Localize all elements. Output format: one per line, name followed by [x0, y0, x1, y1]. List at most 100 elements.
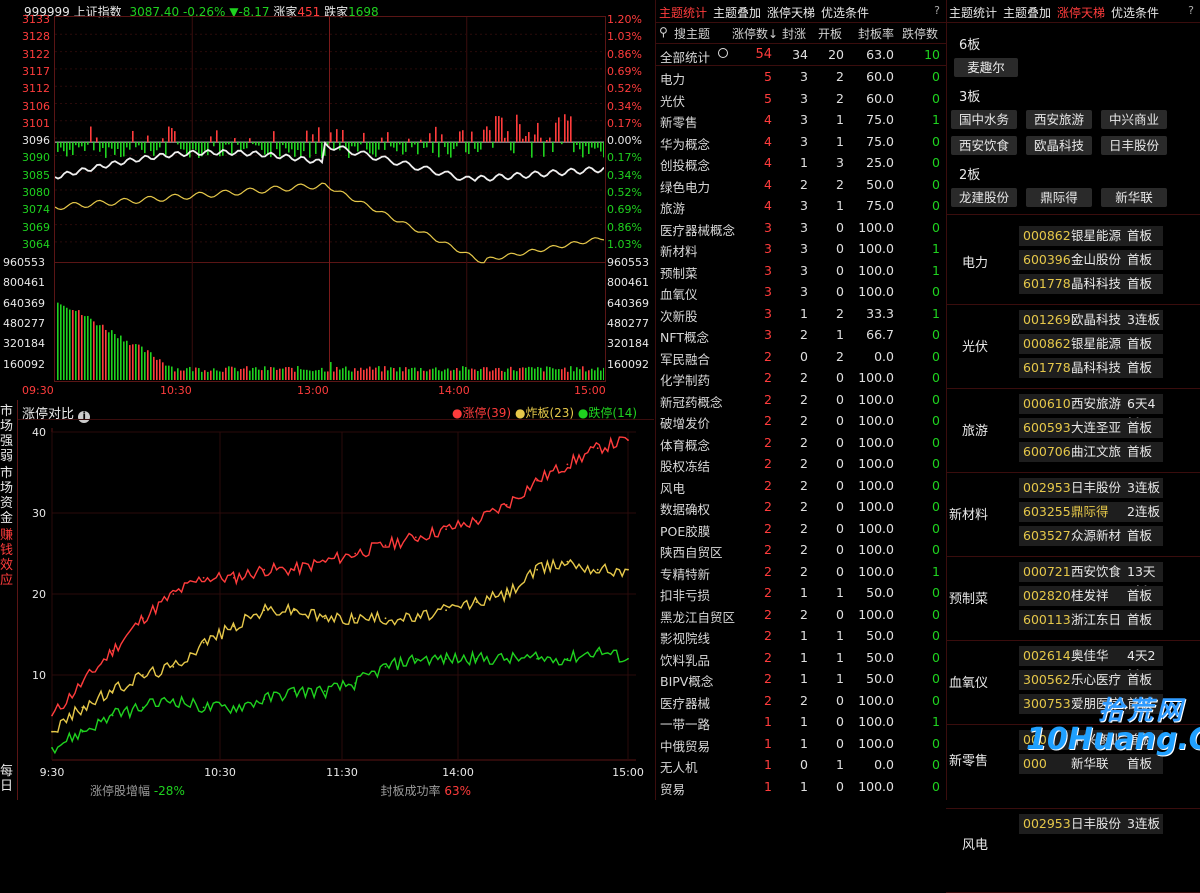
tab-theme-stats-2[interactable]: 主题统计 — [949, 6, 998, 20]
ladder-stock-row[interactable]: 601778 晶科科技 首板 — [1019, 274, 1163, 294]
table-row[interactable]: 华为概念 4 3 1 75.0 0 — [656, 131, 946, 153]
tab-market-funds[interactable]: 市场资金 — [0, 466, 14, 526]
seal-rate: 100.0 — [858, 413, 894, 428]
ladder-stock-button[interactable]: 日丰股份 — [1101, 136, 1167, 155]
ladder-stock-row[interactable]: 000862 银星能源 首板 — [1019, 226, 1163, 246]
ladder-stock-row[interactable]: 600113 浙江东日 首板 — [1019, 610, 1163, 630]
tab-preferred-conditions-2[interactable]: 优选条件 — [1111, 6, 1160, 20]
search-theme-label[interactable]: 搜主题 — [674, 27, 711, 41]
table-row[interactable]: 医疗器械概念 3 3 0 100.0 0 — [656, 217, 946, 239]
index-intraday-chart[interactable] — [55, 17, 604, 380]
table-row[interactable]: 电力 5 3 2 60.0 0 — [656, 66, 946, 88]
ladder-stock-button[interactable]: 新华联 — [1101, 188, 1167, 207]
ladder-stock-row[interactable]: 002614奥佳华4天2板 — [1019, 646, 1163, 683]
tab-theme-overlay[interactable]: 主题叠加 — [713, 6, 762, 20]
tab-limit-ladder-2[interactable]: 涨停天梯 — [1057, 6, 1106, 20]
ladder-stock-row[interactable]: 000 新华联 首板 — [1019, 754, 1163, 774]
ladder-stock-button[interactable]: 中兴商业 — [1101, 110, 1167, 129]
ladder-stock-button[interactable]: 西安饮食 — [951, 136, 1017, 155]
table-row[interactable]: 扣非亏损 2 1 1 50.0 0 — [656, 582, 946, 604]
ladder-stock-row[interactable]: 603255 鼎际得 2连板 — [1019, 502, 1163, 522]
ladder-stock-row[interactable]: 603527 众源新材 首板 — [1019, 526, 1163, 546]
limit-comparison-chart[interactable]: 10 20 30 40 9:30 10:30 11:30 14:00 15:00 — [18, 420, 652, 800]
volume-bar — [246, 366, 248, 380]
volume-bar — [282, 368, 284, 380]
ladder-stock-button[interactable]: 西安旅游 — [1026, 110, 1092, 129]
ladder-stock-row[interactable]: 300562 乐心医疗 首板 — [1019, 670, 1163, 690]
index-name[interactable]: 上证指数 — [73, 5, 122, 19]
table-row[interactable]: 医疗器械 2 2 0 100.0 0 — [656, 690, 946, 712]
breadth-bar — [105, 142, 107, 158]
table-row[interactable]: 新冠药概念 2 2 0 100.0 0 — [656, 389, 946, 411]
table-row[interactable]: BIPV概念 2 1 1 50.0 0 — [656, 668, 946, 690]
ladder-stock-row[interactable]: 600396 金山股份 首板 — [1019, 250, 1163, 270]
search-icon[interactable]: ⚲ — [659, 25, 668, 39]
col-opened[interactable]: 开板 — [818, 27, 843, 41]
table-row[interactable]: 新材料 3 3 0 100.0 1 — [656, 238, 946, 260]
table-row[interactable]: 中俄贸易 1 1 0 100.0 0 — [656, 733, 946, 755]
breadth-bar — [384, 142, 386, 150]
ladder-stock-row[interactable]: 600593 大连圣亚 首板 — [1019, 418, 1163, 438]
volume-bar — [108, 332, 110, 380]
breadth-bar — [477, 142, 479, 153]
col-limit-up[interactable]: 涨停数↓ — [732, 27, 779, 41]
ladder-stock-row[interactable]: 000862 银星能源 首板 — [1019, 334, 1163, 354]
help-icon[interactable]: ? — [934, 4, 940, 17]
table-row[interactable]: 光伏 5 3 2 60.0 0 — [656, 88, 946, 110]
tab-profit-effect[interactable]: 赚钱效应 — [0, 528, 14, 588]
ladder-stock-row[interactable]: 002953 日丰股份 3连板 — [1019, 814, 1163, 834]
table-row[interactable]: 数据确权 2 2 0 100.0 0 — [656, 496, 946, 518]
tab-theme-overlay-2[interactable]: 主题叠加 — [1003, 6, 1052, 20]
table-row[interactable]: 体育概念 2 2 0 100.0 0 — [656, 432, 946, 454]
table-row[interactable]: 风电 2 2 0 100.0 0 — [656, 475, 946, 497]
help-icon-2[interactable]: ? — [1188, 4, 1194, 17]
col-seal-rate[interactable]: 封板率 — [858, 27, 895, 41]
table-row[interactable]: 绿色电力 4 2 2 50.0 0 — [656, 174, 946, 196]
table-row[interactable]: 新零售 4 3 1 75.0 1 — [656, 109, 946, 131]
ladder-stock-row[interactable]: 300753 爱朋医疗 首板 — [1019, 694, 1163, 714]
table-row[interactable]: 创投概念 4 1 3 25.0 0 — [656, 152, 946, 174]
table-row[interactable]: 饮料乳品 2 1 1 50.0 0 — [656, 647, 946, 669]
ladder-stock-button[interactable]: 欧晶科技 — [1026, 136, 1092, 155]
ladder-stock-button[interactable]: 麦趣尔 — [954, 58, 1018, 77]
table-row[interactable]: 股权冻结 2 2 0 100.0 0 — [656, 453, 946, 475]
table-row[interactable]: 影视院线 2 1 1 50.0 0 — [656, 625, 946, 647]
ladder-stock-row[interactable]: 600706 曲江文旅 首板 — [1019, 442, 1163, 462]
ladder-stock-row[interactable]: 002953 日丰股份 3连板 — [1019, 478, 1163, 498]
table-row[interactable]: 黑龙江自贸区 2 2 0 100.0 0 — [656, 604, 946, 626]
ladder-stock-row[interactable]: 001269 欧晶科技 3连板 — [1019, 310, 1163, 330]
ladder-stock-row[interactable]: 002820 桂发祥 首板 — [1019, 586, 1163, 606]
ladder-stock-button[interactable]: 国中水务 — [951, 110, 1017, 129]
table-row[interactable]: 陕西自贸区 2 2 0 100.0 0 — [656, 539, 946, 561]
table-row[interactable]: 专精特新 2 2 0 100.0 1 — [656, 561, 946, 583]
table-row[interactable]: 一带一路 1 1 0 100.0 1 — [656, 711, 946, 733]
table-row[interactable]: 贸易 1 1 0 100.0 0 — [656, 776, 946, 798]
tab-limit-ladder[interactable]: 涨停天梯 — [767, 6, 816, 20]
table-row[interactable]: 次新股 3 1 2 33.3 1 — [656, 303, 946, 325]
table-row[interactable]: POE胶膜 2 2 0 100.0 0 — [656, 518, 946, 540]
table-row[interactable]: 化学制药 2 2 0 100.0 0 — [656, 367, 946, 389]
tab-theme-stats[interactable]: 主题统计 — [659, 6, 708, 20]
tab-daily[interactable]: 每日 — [0, 764, 14, 794]
col-sealed[interactable]: 封涨 — [782, 27, 807, 41]
table-row[interactable]: NFT概念 3 2 1 66.7 0 — [656, 324, 946, 346]
ladder-stock-row[interactable]: 601778 晶科科技 首板 — [1019, 358, 1163, 378]
table-row[interactable]: 血氧仪 3 3 0 100.0 0 — [656, 281, 946, 303]
tab-preferred-conditions[interactable]: 优选条件 — [821, 6, 870, 20]
ladder-stock-row[interactable]: 000721西安饮食13天9板 — [1019, 562, 1163, 599]
refresh-icon[interactable] — [718, 48, 728, 58]
table-row[interactable]: 军民融合 2 0 2 0.0 0 — [656, 346, 946, 368]
volume-bar — [141, 346, 143, 380]
tab-market-strength[interactable]: 市场强弱 — [0, 404, 14, 464]
table-row[interactable]: 破增发价 2 2 0 100.0 0 — [656, 410, 946, 432]
table-row[interactable]: 预制菜 3 3 0 100.0 1 — [656, 260, 946, 282]
table-row[interactable]: 旅游 4 3 1 75.0 0 — [656, 195, 946, 217]
table-row-total[interactable]: 全部统计 54 34 20 63.0 10 — [656, 44, 946, 66]
ladder-stock-button[interactable]: 鼎际得 — [1026, 188, 1092, 207]
ladder-stock-button[interactable]: 龙建股份 — [951, 188, 1017, 207]
col-limit-down[interactable]: 跌停数 — [902, 27, 939, 41]
ladder-stock-row[interactable]: 000610西安旅游6天4板 — [1019, 394, 1163, 431]
info-icon[interactable]: i — [78, 411, 91, 423]
table-row[interactable]: 无人机 1 0 1 0.0 0 — [656, 754, 946, 776]
ladder-stock-row[interactable]: 000 中兴商业 首板 — [1019, 730, 1163, 750]
